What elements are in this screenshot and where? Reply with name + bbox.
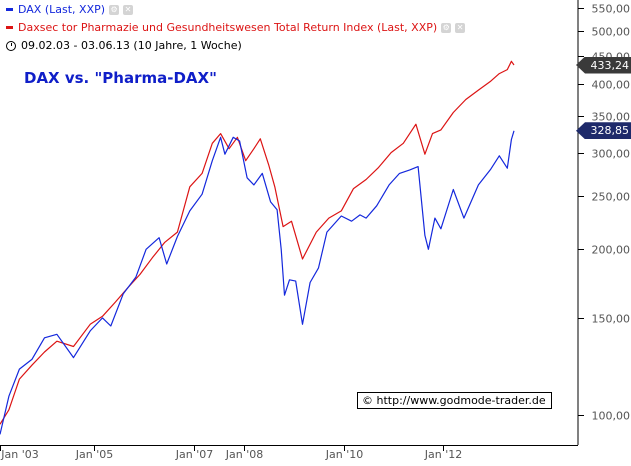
y-tick-label: 150,00 xyxy=(592,313,631,326)
x-tick-label: Jan '07 xyxy=(175,448,213,461)
y-tick-label: 350,00 xyxy=(592,111,631,124)
y-tick-label: 400,00 xyxy=(592,79,631,92)
x-tick-label: Jan '08 xyxy=(225,448,263,461)
legend-label-dax: DAX (Last, XXP) xyxy=(18,3,106,16)
series-line-dax xyxy=(0,130,515,435)
legend-swatch-dax xyxy=(6,8,13,11)
gear-icon[interactable]: ⚙ xyxy=(109,4,120,15)
x-tick-label: Jan '12 xyxy=(424,448,462,461)
y-tick-label: 500,00 xyxy=(592,26,631,39)
legend-swatch-pharma xyxy=(6,26,13,29)
y-tick-label: 100,00 xyxy=(592,410,631,423)
chart-title: DAX vs. "Pharma-DAX" xyxy=(24,69,217,87)
y-tick-label: 550,00 xyxy=(592,3,631,16)
period-label: 09.02.03 - 03.06.13 (10 Jahre, 1 Woche) xyxy=(21,39,242,52)
last-value-dax: 328,85 xyxy=(590,124,630,138)
series-layer xyxy=(0,60,515,435)
x-tick-label: Jan '03 xyxy=(0,448,38,461)
legend-label-pharma: Daxsec tor Pharmazie und Gesundheitswese… xyxy=(18,21,438,34)
y-tick-label: 200,00 xyxy=(592,244,631,257)
series-line-pharma xyxy=(0,60,515,425)
last-value-tag-dax: 328,85 xyxy=(576,122,631,140)
last-value-pharma: 433,24 xyxy=(590,58,630,72)
close-icon[interactable]: ✕ xyxy=(123,4,134,15)
clock-icon xyxy=(6,40,16,51)
x-axis: Jan '03 Jan '05 Jan '07 Jan '08 Jan '10 Jan '… xyxy=(0,445,578,461)
x-tick-label: Jan '10 xyxy=(325,448,363,461)
period-range: 09.02.03 - 03.06.13 (10 Jahre, 1 Woche) xyxy=(6,39,242,52)
y-tick-label: 250,00 xyxy=(592,191,631,204)
legend-item-pharma: Daxsec tor Pharmazie und Gesundheitswese… xyxy=(6,21,466,34)
gear-icon[interactable]: ⚙ xyxy=(441,22,452,33)
last-value-tag-pharma: 433,24 xyxy=(576,56,631,74)
close-icon[interactable]: ✕ xyxy=(455,22,466,33)
legend-item-dax: DAX (Last, XXP) ⚙ ✕ xyxy=(6,3,134,16)
x-tick-label: Jan '05 xyxy=(75,448,113,461)
source-credit[interactable]: © http://www.godmode-trader.de xyxy=(357,392,552,409)
y-tick-label: 300,00 xyxy=(592,148,631,161)
